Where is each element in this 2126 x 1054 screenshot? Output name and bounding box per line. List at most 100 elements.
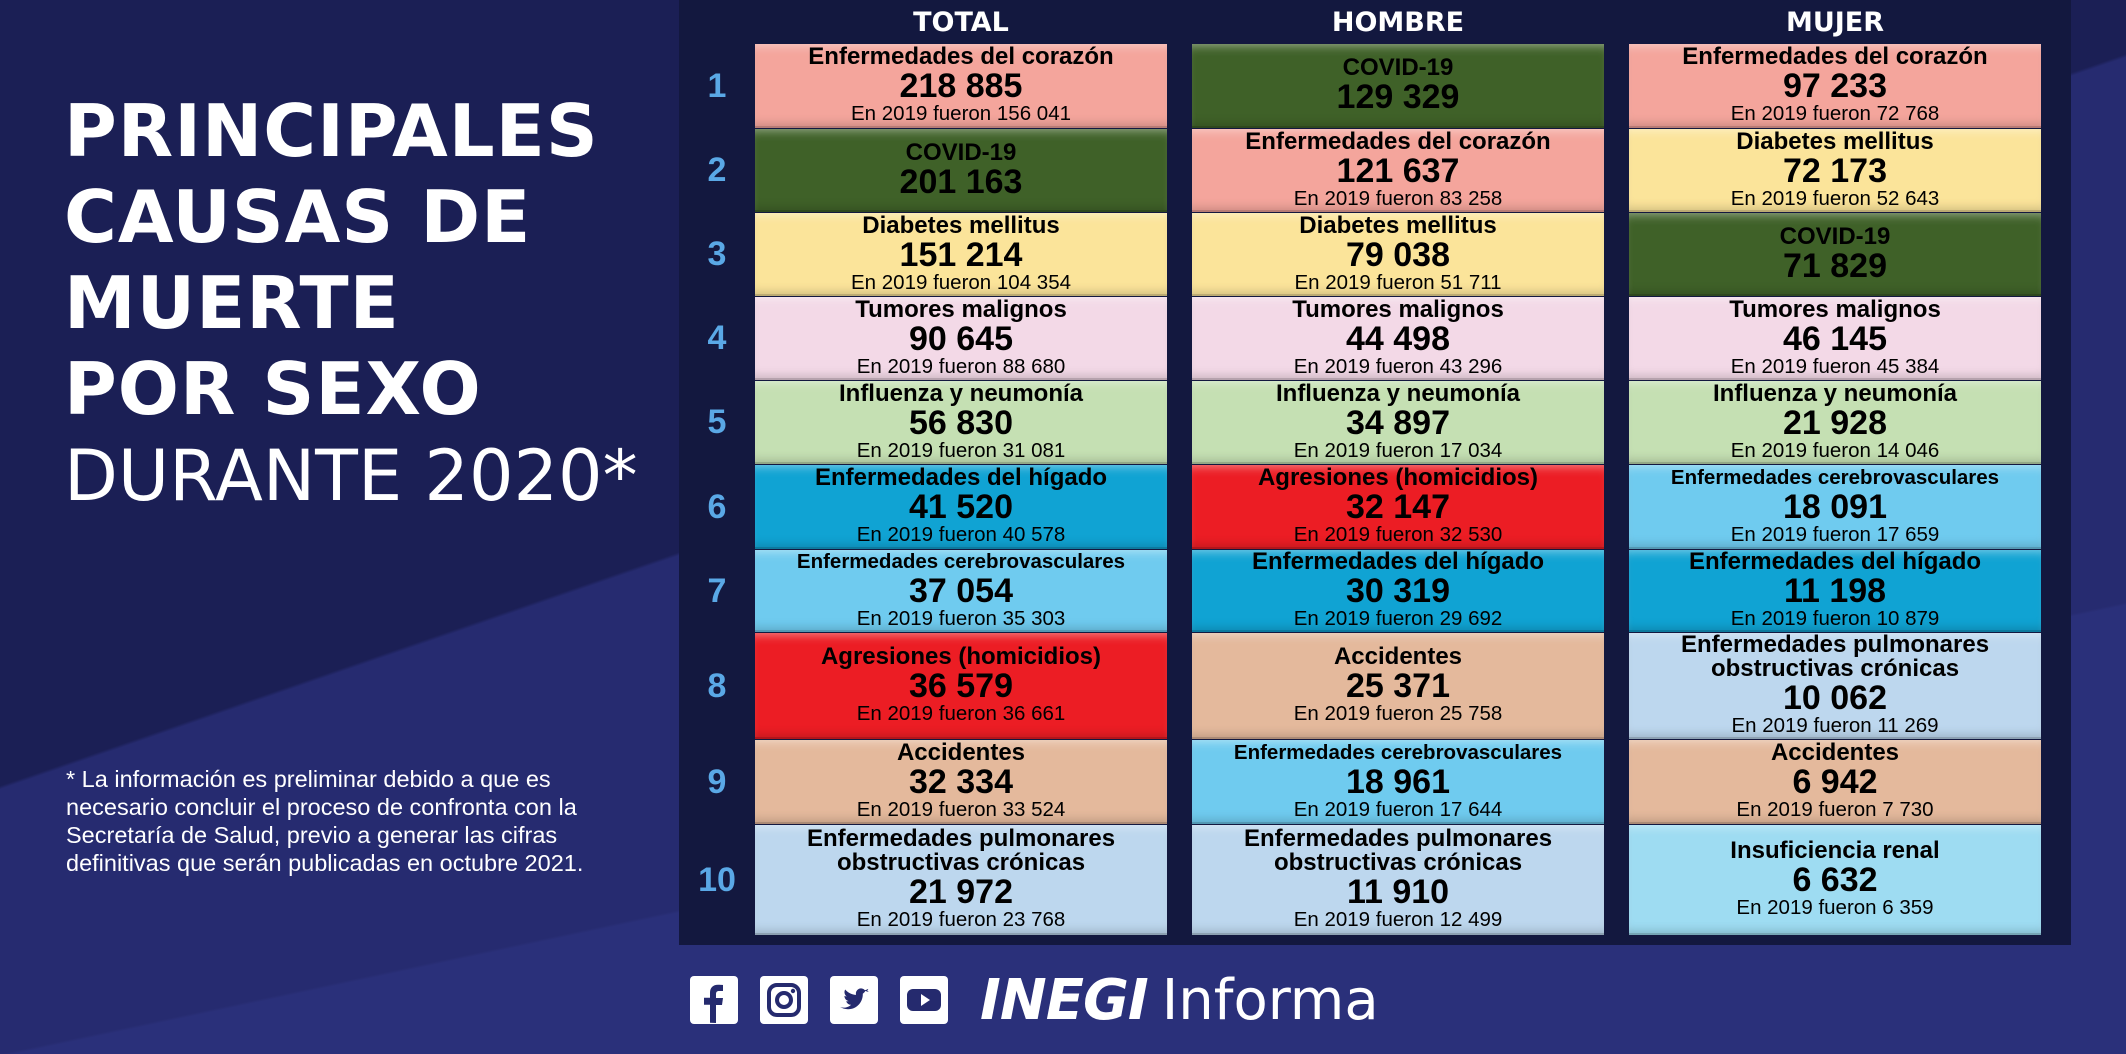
footer: INEGI Informa	[688, 968, 1379, 1033]
table-cell-hombre: Accidentes 25 371 En 2019 fueron 25 758	[1192, 633, 1604, 739]
facebook-icon[interactable]	[688, 974, 740, 1026]
rank-number: 10	[698, 861, 736, 899]
column-header-hombre: HOMBRE	[1331, 7, 1465, 38]
title-line: PRINCIPALES	[64, 89, 599, 173]
previous-year-count: En 2019 fueron 11 269	[1731, 714, 1939, 737]
table-cell-total: Tumores malignos 90 645 En 2019 fueron 88 …	[755, 297, 1167, 380]
previous-year-count: En 2019 fueron 25 758	[1293, 702, 1503, 725]
rank-number: 6	[707, 488, 727, 526]
instagram-icon[interactable]	[758, 974, 810, 1026]
table-cell-mujer: Insuficiencia renal 6 632 En 2019 fueron 6…	[1629, 825, 2041, 935]
death-count: 56 830	[909, 403, 1013, 442]
table-cell-hombre: Enfermedades pulmonares obstructivas crón…	[1192, 825, 1604, 935]
rank-number: 7	[707, 572, 727, 610]
previous-year-count: En 2019 fueron 156 041	[851, 102, 1071, 125]
cause-name: Enfermedades del corazón	[1245, 127, 1551, 155]
previous-year-count: En 2019 fueron 51 711	[1294, 270, 1502, 294]
death-count: 36 579	[909, 667, 1013, 705]
cause-name: Enfermedades cerebrovasculares	[1670, 466, 2000, 489]
previous-year-count: En 2019 fueron 17 034	[1293, 438, 1503, 462]
cause-name: COVID-19	[1779, 222, 1891, 250]
brand-informa: Informa	[1161, 967, 1379, 1033]
table-cell-total: Enfermedades cerebrovasculares 37 054 En 2…	[755, 550, 1167, 632]
cause-name: Diabetes mellitus	[1299, 211, 1497, 239]
table-cell-total: Accidentes 32 334 En 2019 fueron 33 524	[755, 740, 1167, 824]
death-count: 34 897	[1346, 403, 1450, 442]
previous-year-count: En 2019 fueron 23 768	[856, 908, 1066, 931]
youtube-icon[interactable]	[898, 974, 950, 1026]
previous-year-count: En 2019 fueron 32 530	[1293, 523, 1503, 546]
cause-name: Enfermedades del hígado	[814, 464, 1108, 491]
table-cell-hombre: COVID-19 129 329	[1192, 44, 1604, 128]
cause-name: Influenza y neumonía	[1275, 379, 1521, 407]
death-count: 11 910	[1346, 873, 1450, 911]
table-cell-total: COVID-19 201 163	[755, 129, 1167, 212]
death-count: 201 163	[899, 162, 1023, 201]
cause-name: Enfermedades pulmonares	[806, 825, 1116, 852]
table-cell-total: Enfermedades del hígado 41 520 En 2019 fue…	[755, 465, 1167, 549]
cause-name: Tumores malignos	[1729, 295, 1941, 323]
twitter-icon[interactable]	[828, 974, 880, 1026]
death-count: 97 233	[1783, 67, 1887, 105]
cause-name: Accidentes	[1333, 643, 1463, 670]
death-count: 11 198	[1783, 572, 1887, 610]
rank-number: 3	[707, 235, 727, 273]
table-cell-hombre: Influenza y neumonía 34 897 En 2019 fueron…	[1192, 381, 1604, 464]
table-cell-total: Enfermedades pulmonares obstructivas crón…	[755, 825, 1167, 935]
cause-name: COVID-19	[1342, 54, 1454, 81]
cause-name-line2: obstructivas crónicas	[1710, 655, 1960, 682]
death-count: 37 054	[909, 572, 1013, 610]
table-cell-mujer: COVID-19 71 829	[1629, 213, 2041, 296]
death-count: 129 329	[1336, 78, 1460, 116]
death-count: 44 498	[1346, 319, 1450, 358]
cause-name: Tumores malignos	[1292, 295, 1504, 323]
previous-year-count: En 2019 fueron 43 296	[1293, 354, 1503, 378]
death-count: 151 214	[899, 235, 1023, 274]
previous-year-count: En 2019 fueron 7 730	[1736, 798, 1934, 821]
title-line: POR SEXO	[64, 347, 482, 431]
previous-year-count: En 2019 fueron 33 524	[856, 798, 1066, 821]
previous-year-count: En 2019 fueron 88 680	[856, 354, 1066, 378]
previous-year-count: En 2019 fueron 45 384	[1730, 354, 1940, 378]
previous-year-count: En 2019 fueron 52 643	[1730, 186, 1940, 210]
table-cell-hombre: Diabetes mellitus 79 038 En 2019 fueron 51…	[1192, 213, 1604, 296]
table-cell-total: Diabetes mellitus 151 214 En 2019 fueron 1…	[755, 213, 1167, 296]
table-cell-total: Enfermedades del corazón 218 885 En 2019 f…	[755, 44, 1167, 128]
table-cell-hombre: Enfermedades del hígado 30 319 En 2019 fue…	[1192, 550, 1604, 632]
death-count: 121 637	[1336, 151, 1460, 190]
cause-name: Enfermedades cerebrovasculares	[1233, 741, 1563, 764]
table-cell-mujer: Enfermedades del hígado 11 198 En 2019 fue…	[1629, 550, 2041, 632]
death-count: 6 632	[1792, 861, 1878, 899]
table-cell-mujer: Accidentes 6 942 En 2019 fueron 7 730	[1629, 740, 2041, 824]
inegi-informa-logo[interactable]: INEGI Informa	[980, 968, 1379, 1033]
death-count: 21 972	[909, 873, 1013, 911]
rank-number: 2	[707, 151, 727, 189]
rank-number: 5	[707, 403, 727, 441]
death-count: 18 091	[1783, 488, 1887, 526]
table-cell-mujer: Enfermedades del corazón 97 233 En 2019 fu…	[1629, 44, 2041, 128]
previous-year-count: En 2019 fueron 17 644	[1293, 798, 1503, 821]
table-cell-hombre: Agresiones (homicidios) 32 147 En 2019 fue…	[1192, 465, 1604, 549]
death-count: 21 928	[1783, 403, 1887, 442]
death-count: 10 062	[1783, 679, 1887, 717]
previous-year-count: En 2019 fueron 14 046	[1730, 438, 1940, 462]
cause-name-line2: obstructivas crónicas	[836, 849, 1086, 876]
cause-name: Agresiones (homicidios)	[1257, 464, 1539, 491]
cause-name: Agresiones (homicidios)	[820, 643, 1102, 670]
death-count: 6 942	[1792, 763, 1878, 801]
cause-name: Enfermedades pulmonares	[1680, 631, 1990, 658]
table-cell-mujer: Tumores malignos 46 145 En 2019 fueron 45 …	[1629, 297, 2041, 380]
table-cell-mujer: Enfermedades pulmonares obstructivas crón…	[1629, 633, 2041, 739]
death-count: 32 334	[909, 763, 1013, 801]
brand-inegi: INEGI	[980, 967, 1149, 1033]
previous-year-count: En 2019 fueron 29 692	[1293, 607, 1503, 630]
table-cell-hombre: Enfermedades cerebrovasculares 18 961 En 2…	[1192, 740, 1604, 824]
cause-name: Enfermedades del corazón	[1682, 43, 1988, 70]
table-cell-mujer: Enfermedades cerebrovasculares 18 091 En 2…	[1629, 465, 2041, 549]
table-cell-hombre: Enfermedades del corazón 121 637 En 2019 f…	[1192, 129, 1604, 212]
death-count: 46 145	[1783, 319, 1887, 358]
column-header-total: TOTAL	[913, 7, 1009, 38]
previous-year-count: En 2019 fueron 83 258	[1293, 186, 1503, 210]
previous-year-count: En 2019 fueron 72 768	[1730, 102, 1940, 125]
table-cell-total: Agresiones (homicidios) 36 579 En 2019 fue…	[755, 633, 1167, 739]
